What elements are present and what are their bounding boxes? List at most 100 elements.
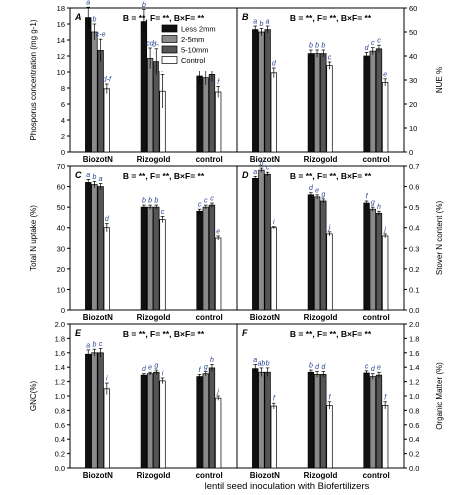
bar [140,206,148,311]
y-tick-label: 0.2 [409,265,419,274]
significance-letter: j [216,389,219,396]
significance-letter: e [315,187,319,194]
y-tick-label: 10 [57,68,65,77]
bar [258,371,265,469]
y-tick-label: 0.5 [409,203,419,212]
y-tick-label: 0 [61,148,65,157]
significance-letter: f [384,394,387,401]
bar [258,169,265,311]
y-tick-label: 14 [57,36,65,45]
significance-letter: c [371,40,375,47]
significance-letter: j [328,224,331,231]
significance-letter: f [273,396,276,403]
bar [264,173,271,311]
bar [202,206,209,311]
bar [258,31,265,153]
panel-letter: F [242,328,248,338]
significance-letter: c [161,209,165,216]
bar [252,368,259,469]
bar [307,194,315,311]
y-tick-label: 1.2 [55,378,65,387]
bar [215,91,222,153]
bar [153,371,160,469]
category-label: control [363,313,390,322]
y-tick-label: 40 [409,52,417,61]
category-label: control [196,471,223,480]
significance-letter: h [210,357,214,364]
panel-letter: B [242,12,249,22]
significance-letter: a [266,19,270,26]
significance-letter: b [92,174,96,181]
significance-letter: d [315,364,320,371]
y-tick-label: 18 [57,4,65,13]
bar [196,210,203,311]
y-tick-label: 1.2 [409,378,419,387]
legend-swatch [161,45,178,54]
significance-letter: b [309,363,313,370]
y-tick-label: 20 [409,100,417,109]
category-label: control [363,155,390,164]
legend-label: 5-10mm [181,46,209,55]
bar [252,177,259,311]
y-tick-label: 0.6 [409,421,419,430]
y-tick-label: 0.0 [409,306,419,315]
bar [313,53,321,153]
significance-letter: c [204,198,208,205]
bar [313,196,321,311]
bar [326,233,333,311]
y-tick-label: 16 [57,20,65,29]
category-label: BiozotN [250,471,280,480]
significance-letter: d [105,216,110,223]
y-tick-label: 2 [61,132,65,141]
legend-swatch [161,35,178,43]
panel-letter: D [242,170,249,180]
significance-annotation: B = **, F= **, B×F= ** [123,13,205,23]
significance-letter: b [92,342,96,349]
category-label: Rizogold [137,313,171,322]
y-tick-label: 0.0 [409,464,419,473]
bar [208,74,216,153]
significance-letter: e [383,71,387,78]
bar [326,405,333,469]
y-tick-label: 1.6 [409,349,419,358]
bar [369,50,376,153]
significance-annotation: B = **, F= **, B×F= ** [123,329,205,339]
y-tick-label: 0.4 [55,435,65,444]
y-tick-label: 0.0 [55,464,65,473]
bar [202,373,209,469]
legend-swatch [161,24,178,33]
panel-e: 0.0 0.2 0.4 0.6 0.8 1.0 1.2 1.4 1.6 1.8 2.0 GNC(%) E… [29,320,238,480]
bar [85,17,92,153]
significance-annotation: B = **, F= **, B×F= ** [123,171,205,181]
bar [375,374,383,469]
bar [85,353,92,469]
y-tick-label: 60 [409,4,417,13]
bar [215,397,222,469]
bar [153,206,160,311]
y-tick-label: 0.8 [409,406,419,415]
y-tick-label: 0.7 [409,162,419,171]
bar [208,204,216,311]
significance-letter: c [365,363,369,370]
bar [264,29,271,153]
bar [363,202,370,311]
significance-letter: a [253,169,257,176]
significance-letter: c [328,55,332,62]
y-tick-label: 8 [61,84,65,93]
significance-letter: j [383,226,386,233]
y-axis-label: Stover N content (%) [435,201,444,276]
y-tick-label: 50 [57,203,65,212]
category-label: BiozotN [250,313,280,322]
shared-x-axis-label: lentil seed inoculation with Biofertiliz… [205,481,370,492]
y-tick-label: 0.1 [409,285,419,294]
significance-letter: c [266,165,270,172]
significance-letter: a [253,357,257,364]
significance-letter: f [199,367,202,374]
significance-letter: c [198,202,202,209]
bar [196,75,203,153]
significance-letter: d [142,366,147,373]
bar [159,380,166,469]
bar [252,29,259,153]
category-label: control [196,313,223,322]
bar [363,55,370,153]
